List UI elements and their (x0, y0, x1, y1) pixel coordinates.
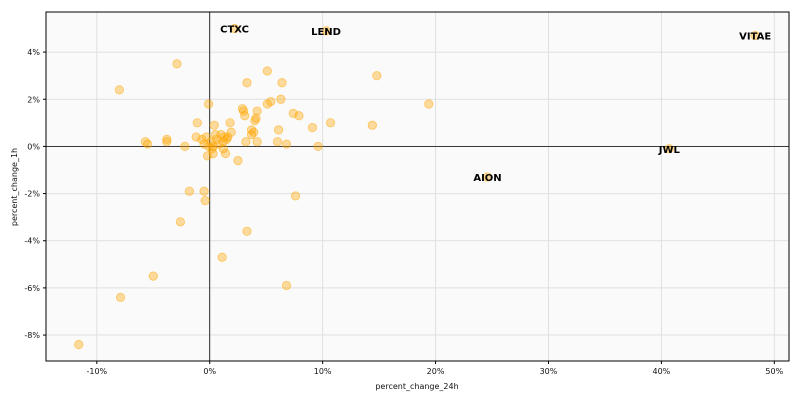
data-point (281, 139, 292, 149)
y-tick-label: 0% (27, 142, 40, 151)
data-point (290, 191, 301, 201)
plot-frame (45, 11, 790, 362)
data-point (217, 252, 227, 262)
data-point (162, 134, 172, 144)
x-tick-label: 20% (427, 367, 445, 376)
data-point (288, 108, 298, 118)
data-point (143, 139, 153, 149)
data-point (162, 137, 172, 147)
y-tick-label: 4% (27, 48, 40, 57)
data-point (276, 94, 286, 104)
data-point (281, 280, 292, 291)
data-point (367, 120, 377, 130)
y-axis-title: percent_change_1h (10, 148, 19, 226)
data-point (218, 144, 228, 154)
x-tick-label: 30% (540, 367, 558, 376)
x-tick-label: 10% (314, 367, 332, 376)
x-axis-ticks: -10% 0% 10% 20% 30% 40% 50% (86, 361, 784, 376)
data-point (262, 99, 272, 109)
data-point (277, 78, 287, 88)
data-point (482, 172, 493, 182)
data-point (204, 99, 214, 109)
annotation-label: VITAE (739, 32, 771, 43)
data-point (191, 132, 201, 142)
data-point (115, 292, 126, 302)
data-point (199, 186, 209, 196)
data-point (372, 71, 382, 81)
data-point (262, 66, 272, 76)
point-annotations: CTXC LEND VITAE JWL AION (220, 25, 771, 185)
x-tick-label: 50% (765, 367, 783, 376)
data-point (199, 139, 209, 149)
data-point (225, 118, 235, 128)
data-point (242, 226, 252, 236)
x-tick-label: 0% (203, 367, 216, 376)
data-point (209, 120, 219, 130)
data-point (184, 186, 195, 196)
data-point (325, 118, 336, 128)
y-tick-label: -6% (24, 284, 40, 293)
data-point (220, 148, 231, 159)
annotation-label: LEND (311, 27, 341, 38)
data-point (180, 141, 190, 152)
annotation-label: JWL (658, 145, 681, 156)
data-point (250, 115, 260, 126)
plot-background (46, 12, 789, 361)
data-point (200, 196, 210, 206)
data-point (424, 99, 434, 109)
data-point (242, 78, 252, 88)
x-tick-label: -10% (86, 367, 107, 376)
annotation-label: CTXC (220, 25, 249, 36)
x-tick-label: 40% (653, 367, 671, 376)
data-point (208, 148, 218, 159)
y-tick-label: -8% (24, 331, 40, 340)
data-point (246, 130, 257, 140)
data-point (313, 141, 323, 152)
data-point (252, 137, 262, 147)
data-point (74, 339, 84, 350)
data-point (750, 30, 760, 41)
data-point (233, 155, 243, 166)
data-point (172, 59, 182, 69)
data-point (321, 26, 331, 36)
data-point (664, 144, 674, 154)
data-point (272, 137, 283, 147)
data-point (218, 137, 228, 147)
y-axis-ticks: -8% -6% -4% -2% 0% 2% 4% (24, 48, 46, 340)
data-point (197, 134, 207, 144)
data-point (202, 151, 213, 161)
reference-lines (46, 12, 789, 361)
data-point (229, 23, 240, 34)
data-point (307, 122, 318, 133)
x-axis-title: percent_change_24h (375, 382, 458, 391)
data-point (175, 217, 185, 227)
data-point (252, 106, 262, 116)
y-tick-label: 2% (27, 95, 40, 104)
y-tick-label: -4% (24, 237, 40, 246)
data-point (240, 111, 250, 121)
data-point (294, 111, 304, 121)
annotation-label: AION (473, 173, 501, 184)
y-tick-label: -2% (24, 190, 40, 199)
data-point (274, 125, 284, 135)
data-points (74, 23, 760, 350)
data-point (241, 137, 251, 147)
data-point (226, 127, 236, 137)
data-point (148, 271, 158, 281)
data-point (192, 118, 202, 128)
data-point (114, 85, 124, 95)
